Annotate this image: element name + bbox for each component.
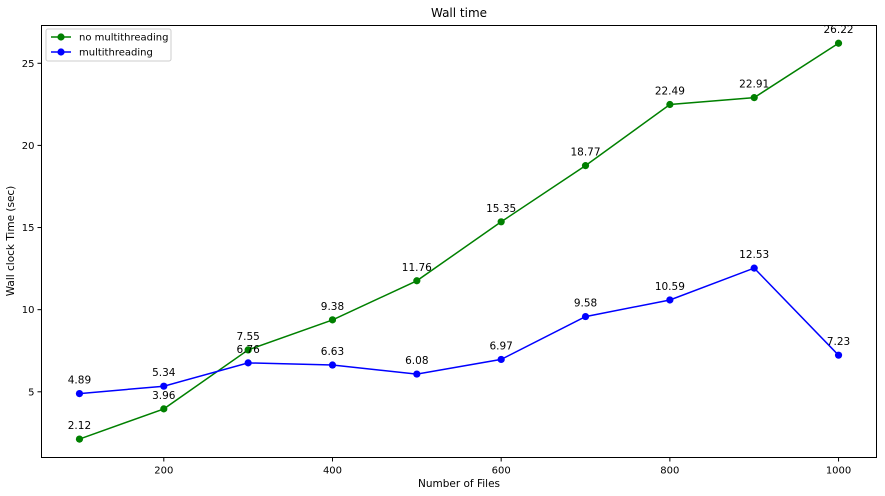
data-label: 15.35 bbox=[486, 203, 516, 215]
data-label: 2.12 bbox=[68, 420, 91, 432]
data-labels: 2.12 3.96 7.55 9.38 11.76 15.35 18.77 22.49 22.9… bbox=[68, 24, 854, 432]
data-point bbox=[75, 390, 84, 398]
data-label: 10.59 bbox=[655, 281, 685, 293]
series-line bbox=[79, 42, 839, 440]
y-tick-label: 10 bbox=[22, 305, 35, 316]
x-tick-label: 1000 bbox=[826, 466, 851, 477]
data-label: 22.91 bbox=[739, 79, 769, 91]
y-tick-label: 5 bbox=[28, 387, 34, 398]
y-axis-label: Wall clock Time (sec) bbox=[5, 186, 17, 297]
data-label: 3.96 bbox=[152, 390, 176, 402]
data-point bbox=[581, 162, 590, 170]
data-label: 9.38 bbox=[321, 301, 344, 313]
data-label: 6.76 bbox=[236, 344, 260, 356]
data-point bbox=[750, 94, 758, 102]
legend: no multithreading multithreading bbox=[45, 28, 172, 62]
chart-title: Wall time bbox=[431, 6, 487, 20]
plot-area-frame bbox=[41, 25, 877, 458]
x-axis-label: Number of Files bbox=[418, 478, 500, 490]
data-point bbox=[834, 351, 843, 359]
x-tick-label: 800 bbox=[660, 466, 679, 477]
legend-label: multithreading bbox=[79, 48, 153, 59]
legend-marker bbox=[57, 33, 65, 41]
data-point bbox=[413, 370, 421, 378]
data-point bbox=[413, 277, 421, 285]
data-point bbox=[834, 39, 843, 47]
data-point bbox=[581, 312, 590, 321]
legend-label: no multithreading bbox=[79, 33, 168, 44]
y-tick-label: 15 bbox=[22, 223, 35, 234]
data-label: 4.89 bbox=[68, 375, 91, 387]
data-label: 6.97 bbox=[489, 340, 512, 352]
x-tick-label: 200 bbox=[154, 466, 173, 477]
data-label: 26.22 bbox=[824, 24, 854, 36]
data-label: 7.23 bbox=[827, 336, 850, 348]
series-line bbox=[79, 267, 840, 395]
data-label: 18.77 bbox=[570, 147, 600, 159]
y-tick-label: 20 bbox=[22, 141, 35, 152]
data-point bbox=[328, 316, 337, 324]
legend-box bbox=[45, 28, 172, 62]
x-tick-label: 400 bbox=[323, 466, 342, 477]
series-lines bbox=[75, 39, 843, 443]
data-point bbox=[75, 435, 84, 443]
data-label: 9.58 bbox=[574, 298, 597, 310]
data-point bbox=[666, 296, 674, 304]
data-label: 12.53 bbox=[739, 249, 769, 261]
data-point bbox=[160, 382, 168, 390]
data-label: 11.76 bbox=[402, 262, 432, 274]
data-point bbox=[497, 218, 505, 226]
data-point bbox=[497, 355, 505, 364]
data-label: 5.34 bbox=[152, 367, 176, 379]
axis-ticks: 200 400 600 800 1000 5 10 15 20 25 bbox=[22, 59, 852, 477]
data-point bbox=[244, 346, 252, 354]
data-label: 6.08 bbox=[405, 355, 428, 367]
data-point bbox=[328, 361, 337, 369]
legend-marker bbox=[57, 48, 65, 56]
data-label: 7.55 bbox=[236, 331, 259, 343]
data-point bbox=[244, 359, 252, 367]
data-label: 22.49 bbox=[655, 86, 685, 98]
data-label: 6.63 bbox=[321, 346, 344, 358]
x-tick-label: 600 bbox=[492, 466, 511, 477]
data-point bbox=[160, 405, 168, 413]
data-point bbox=[750, 264, 758, 272]
y-tick-label: 25 bbox=[22, 59, 35, 70]
data-point bbox=[666, 100, 674, 109]
